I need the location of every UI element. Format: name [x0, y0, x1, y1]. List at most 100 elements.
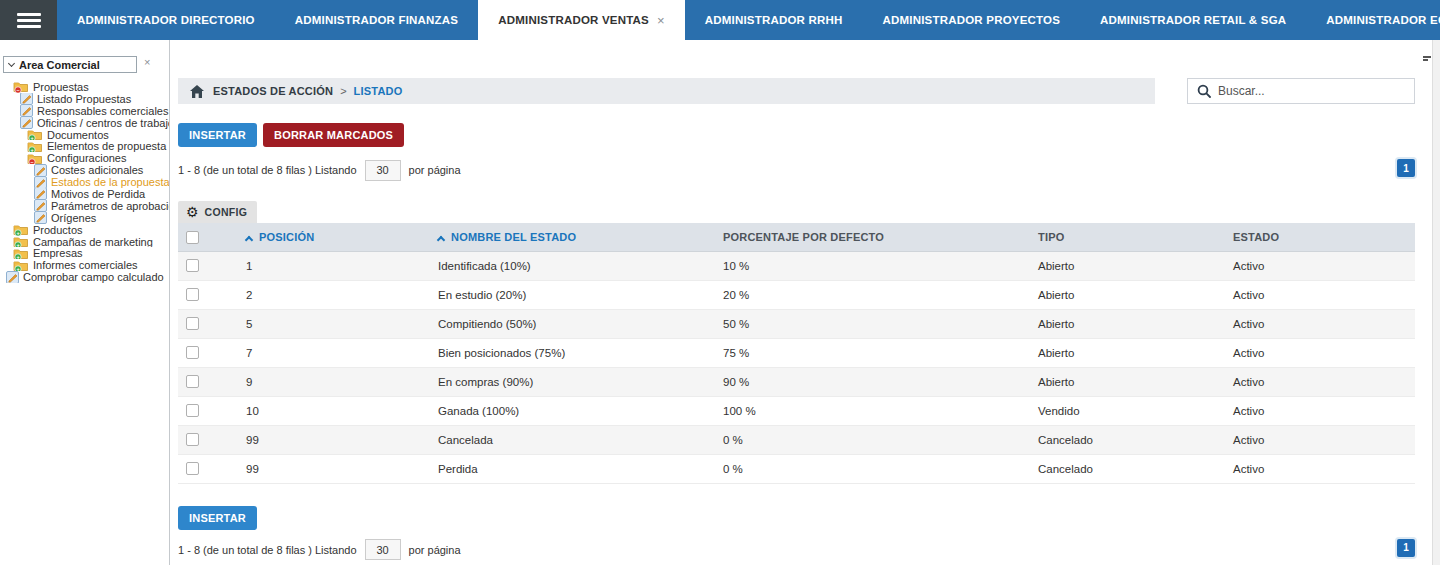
sidebar-item-1[interactable]: Listado Propuestas: [0, 93, 169, 105]
cell-estado: Activo: [1225, 280, 1415, 309]
menu-button[interactable]: [0, 0, 57, 40]
page-number-button-bottom[interactable]: 1: [1397, 539, 1415, 557]
sidebar-item-9[interactable]: Motivos de Perdida: [0, 188, 169, 200]
sheet-pencil-icon: [34, 188, 47, 200]
sidebar-item-6[interactable]: –Configuraciones: [0, 152, 169, 164]
nav-tab-3[interactable]: ADMINISTRADOR RRHH: [685, 0, 863, 40]
tab-close-icon[interactable]: ×: [657, 13, 665, 28]
column-header-posicion[interactable]: POSICIÓN: [208, 223, 430, 251]
column-header-nombre-del-estado[interactable]: NOMBRE DEL ESTADO: [430, 223, 715, 251]
sidebar-item-14[interactable]: +Empresas: [0, 247, 169, 259]
table-row-2: 5Compitiendo (50%)50 %AbiertoActivo: [178, 309, 1415, 338]
sidebar-tree: –PropuestasListado PropuestasResponsable…: [0, 81, 169, 283]
sidebar: Area Comercial × –PropuestasListado Prop…: [0, 40, 170, 565]
row-checkbox[interactable]: [186, 259, 199, 272]
nav-tab-0[interactable]: ADMINISTRADOR DIRECTORIO: [57, 0, 275, 40]
cell-tipo: Abierto: [1030, 367, 1225, 396]
sidebar-item-0[interactable]: –Propuestas: [0, 81, 169, 93]
cell-porcentaje-por-defecto: 75 %: [715, 338, 1030, 367]
sidebar-item-label: Costes adicionales: [51, 164, 143, 176]
sheet-pencil-icon: [34, 212, 47, 224]
sidebar-item-label: Documentos: [47, 129, 109, 141]
insert-button[interactable]: INSERTAR: [178, 123, 257, 147]
table-body: 1Identificada (10%)10 %AbiertoActivo2En …: [178, 251, 1415, 483]
row-checkbox[interactable]: [186, 375, 199, 388]
row-checkbox[interactable]: [186, 346, 199, 359]
sidebar-item-11[interactable]: Orígenes: [0, 212, 169, 224]
sidebar-item-label: Oficinas / centros de trabajo: [37, 117, 169, 129]
breadcrumb: ESTADOS DE ACCIÓN > LISTADO: [178, 78, 1155, 104]
select-all-checkbox[interactable]: [186, 231, 199, 244]
sidebar-item-3[interactable]: Oficinas / centros de trabajo: [0, 117, 169, 129]
table-row-7: 99Perdida0 %CanceladoActivo: [178, 454, 1415, 483]
breadcrumb-root[interactable]: ESTADOS DE ACCIÓN: [213, 85, 333, 97]
row-checkbox[interactable]: [186, 317, 199, 330]
cell-tipo: Abierto: [1030, 280, 1225, 309]
scroll-top-marker[interactable]: [1423, 56, 1431, 62]
sidebar-item-5[interactable]: + Elementos de propuesta: [0, 140, 169, 152]
search-icon: [1197, 84, 1211, 98]
cell-posicion: 1: [208, 251, 430, 280]
nav-tabs: ADMINISTRADOR DIRECTORIOADMINISTRADOR FI…: [57, 0, 1440, 40]
page-size-input-bottom[interactable]: [365, 539, 401, 560]
nav-tab-2[interactable]: ADMINISTRADOR VENTAS×: [478, 0, 685, 40]
sheet-pencil-icon: [20, 117, 33, 129]
sidebar-item-15[interactable]: +Informes comerciales: [0, 259, 169, 271]
nav-tab-1[interactable]: ADMINISTRADOR FINANZAS: [275, 0, 478, 40]
table-row-6: 99Cancelada0 %CanceladoActivo: [178, 425, 1415, 454]
delete-marked-button[interactable]: BORRAR MARCADOS: [263, 123, 404, 147]
sidebar-item-13[interactable]: +Campañas de marketing: [0, 236, 169, 248]
hamburger-icon: [17, 10, 41, 31]
nav-tab-4[interactable]: ADMINISTRADOR PROYECTOS: [863, 0, 1081, 40]
sidebar-item-8[interactable]: Estados de la propuesta: [0, 176, 169, 188]
column-header-label: PORCENTAJE POR DEFECTO: [723, 231, 884, 243]
row-checkbox[interactable]: [186, 462, 199, 475]
config-button[interactable]: ⚙ CONFIG: [178, 201, 257, 223]
page-number-button[interactable]: 1: [1397, 159, 1415, 177]
cell-porcentaje-por-defecto: 50 %: [715, 309, 1030, 338]
top-nav: ADMINISTRADOR DIRECTORIOADMINISTRADOR FI…: [0, 0, 1440, 40]
cell-tipo: Abierto: [1030, 338, 1225, 367]
sidebar-item-10[interactable]: Parámetros de aprobación: [0, 200, 169, 212]
sidebar-item-4[interactable]: +Documentos: [0, 129, 169, 141]
sort-ascending-icon: [437, 236, 445, 244]
table-row-5: 10Ganada (100%)100 %VendidoActivo: [178, 396, 1415, 425]
cell-nombre-del-estado: Ganada (100%): [430, 396, 715, 425]
cell-nombre-del-estado: Compitiendo (50%): [430, 309, 715, 338]
sidebar-item-12[interactable]: +Productos: [0, 224, 169, 236]
page-size-input[interactable]: [365, 160, 401, 181]
sidebar-item-label: Elementos de propuesta: [47, 140, 166, 152]
scrollbar[interactable]: [1432, 40, 1440, 565]
nav-tab-5[interactable]: ADMINISTRADOR RETAIL & SGA: [1080, 0, 1306, 40]
cell-porcentaje-por-defecto: 0 %: [715, 425, 1030, 454]
sidebar-section-dropdown[interactable]: Area Comercial: [3, 56, 137, 73]
sidebar-item-label: Configuraciones: [47, 152, 127, 164]
row-checkbox[interactable]: [186, 404, 199, 417]
folder-green-icon: +: [27, 140, 43, 152]
insert-button-bottom[interactable]: INSERTAR: [178, 506, 257, 530]
cell-estado: Activo: [1225, 396, 1415, 425]
cell-estado: Activo: [1225, 454, 1415, 483]
sidebar-item-16[interactable]: Comprobar campo calculado: [0, 271, 169, 283]
sidebar-item-label: Responsables comerciales: [37, 105, 168, 117]
column-header-label: POSICIÓN: [259, 231, 314, 243]
column-header-porcentaje-por-defecto[interactable]: PORCENTAJE POR DEFECTO: [715, 223, 1030, 251]
config-button-label: CONFIG: [205, 206, 248, 218]
cell-nombre-del-estado: Cancelada: [430, 425, 715, 454]
row-checkbox[interactable]: [186, 288, 199, 301]
cell-posicion: 99: [208, 454, 430, 483]
table-row-3: 7Bien posicionados (75%)75 %AbiertoActiv…: [178, 338, 1415, 367]
sidebar-item-label: Informes comerciales: [33, 259, 138, 271]
row-checkbox[interactable]: [186, 433, 199, 446]
search-input[interactable]: [1218, 84, 1398, 98]
column-header-estado[interactable]: ESTADO: [1225, 223, 1415, 251]
column-header-tipo[interactable]: TIPO: [1030, 223, 1225, 251]
sort-ascending-icon: [245, 236, 253, 244]
nav-tab-6[interactable]: ADMINISTRADOR ECM: [1306, 0, 1440, 40]
sidebar-close-icon[interactable]: ×: [144, 57, 150, 68]
sidebar-item-7[interactable]: Costes adicionales: [0, 164, 169, 176]
home-icon[interactable]: [190, 85, 204, 98]
pagination-summary-bottom: 1 - 8 (de un total de 8 filas ) Listando: [178, 544, 357, 556]
column-header-label: NOMBRE DEL ESTADO: [451, 231, 576, 243]
sidebar-item-2[interactable]: Responsables comerciales: [0, 105, 169, 117]
